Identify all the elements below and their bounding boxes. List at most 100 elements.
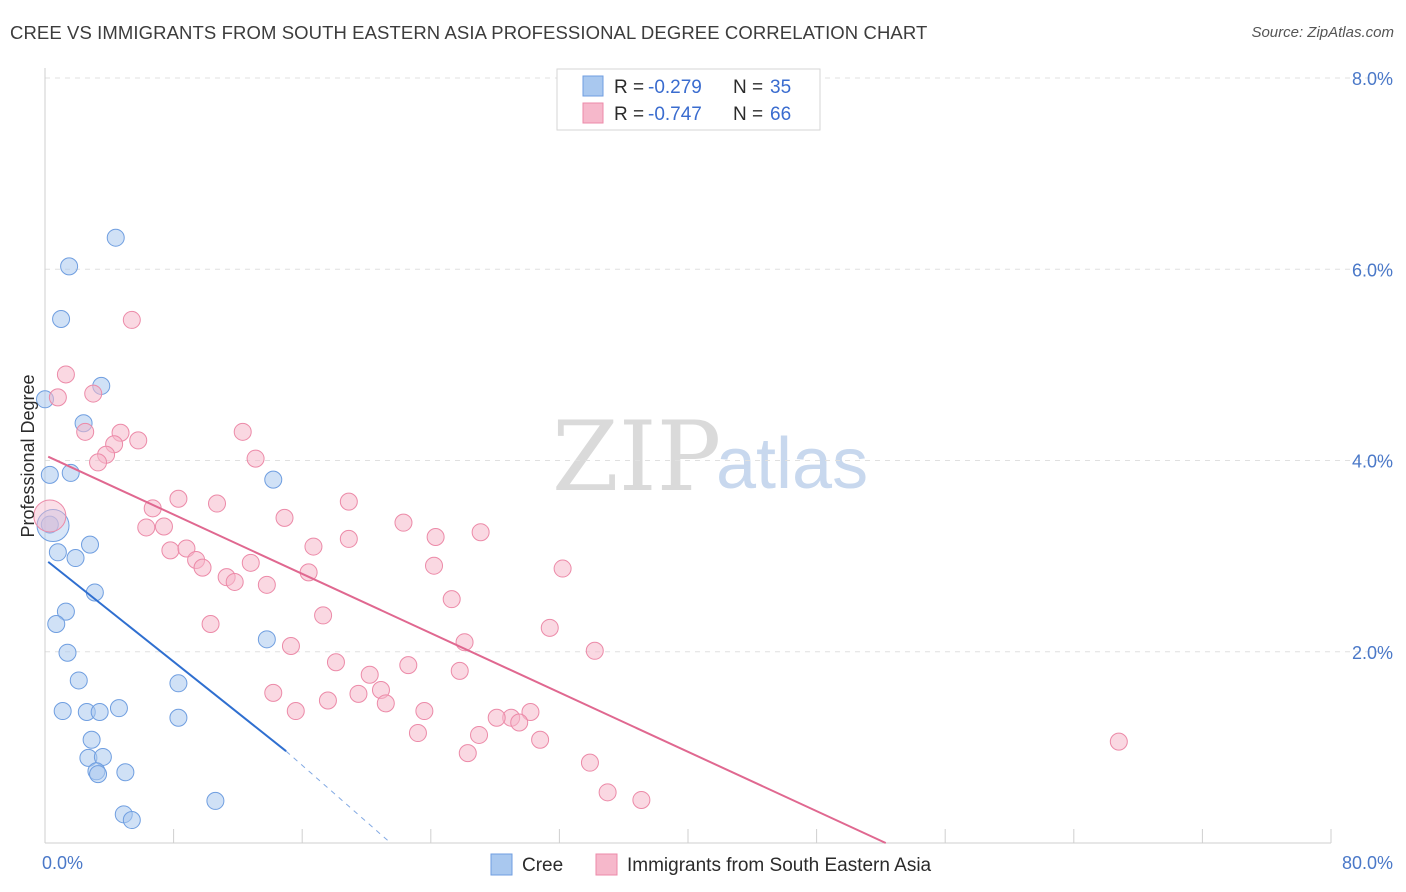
legend-r-label-cree: R = <box>614 77 644 98</box>
legend-swatch-cree <box>582 75 604 97</box>
point-immigrants <box>349 684 368 703</box>
series-legend: Cree Immigrants from South Eastern Asia <box>490 853 932 876</box>
point-immigrants <box>632 790 651 809</box>
point-cree <box>47 615 66 634</box>
bottom-legend-label-immigrants: Immigrants from South Eastern Asia <box>627 855 932 876</box>
trend-lines <box>47 455 887 844</box>
source-label: Source: ZipAtlas.com <box>1251 24 1394 41</box>
point-immigrants <box>76 422 95 441</box>
point-immigrants <box>122 310 141 329</box>
trend-extension-cree <box>285 750 391 844</box>
point-immigrants <box>376 694 395 713</box>
point-immigrants <box>408 724 427 743</box>
correlation-legend: R = -0.279 N = 35 R = -0.747 N = 66 <box>556 68 821 131</box>
point-immigrants <box>585 641 604 660</box>
point-immigrants <box>169 489 188 508</box>
point-cree <box>169 708 188 727</box>
point-cree <box>116 763 135 782</box>
point-immigrants <box>360 665 379 684</box>
point-cree <box>206 791 225 810</box>
point-immigrants <box>426 528 445 546</box>
point-cree <box>122 811 141 830</box>
bottom-legend-label-cree: Cree <box>522 855 563 876</box>
point-immigrants <box>339 529 358 548</box>
point-immigrants <box>84 384 103 403</box>
point-cree <box>60 257 79 276</box>
point-immigrants <box>540 618 559 637</box>
point-immigrants <box>450 661 469 680</box>
point-immigrants <box>531 730 550 749</box>
y-tick-label: 2.0% <box>1352 643 1393 663</box>
point-immigrants <box>161 541 180 560</box>
y-axis-label: Professional Degree <box>18 374 38 537</box>
point-cree <box>53 702 72 721</box>
legend-n-label-cree: N = <box>733 77 763 98</box>
y-tick-label: 6.0% <box>1352 260 1393 280</box>
point-immigrants <box>314 606 333 625</box>
point-immigrants <box>233 422 252 441</box>
point-immigrants <box>89 453 108 472</box>
point-immigrants <box>129 431 148 450</box>
point-cree <box>257 630 276 649</box>
axes <box>44 68 1332 844</box>
point-immigrants <box>257 575 276 594</box>
point-immigrants <box>208 494 227 513</box>
point-immigrants <box>458 744 477 763</box>
x-tick-label-max: 80.0% <box>1342 853 1393 873</box>
point-immigrants <box>154 517 173 536</box>
point-immigrants <box>304 537 323 556</box>
point-immigrants <box>1109 732 1128 751</box>
point-immigrants <box>598 783 617 802</box>
point-cree <box>66 549 85 568</box>
legend-n-value-immigrants: 66 <box>770 104 791 125</box>
point-immigrants <box>281 637 300 656</box>
legend-r-label-immigrants: R = <box>614 104 644 125</box>
watermark-zip: ZIP <box>552 401 721 513</box>
point-immigrants <box>510 713 529 732</box>
point-cree <box>40 515 59 534</box>
point-immigrants <box>225 572 244 591</box>
point-immigrants <box>521 702 540 721</box>
point-cree <box>56 602 75 621</box>
point-immigrants <box>137 518 156 537</box>
point-immigrants <box>553 559 572 578</box>
point-immigrants <box>399 656 418 675</box>
point-immigrants <box>471 523 490 542</box>
legend-swatch-immigrants <box>582 102 604 124</box>
point-immigrants <box>48 388 67 407</box>
point-cree <box>90 702 109 721</box>
y-tick-label: 4.0% <box>1352 452 1393 472</box>
point-immigrants <box>394 513 413 532</box>
point-cree <box>52 309 71 328</box>
data-points <box>33 228 1128 830</box>
point-immigrants <box>580 753 599 772</box>
grid-lines <box>45 77 1392 653</box>
legend-r-value-immigrants: -0.747 <box>648 104 702 125</box>
trend-line-cree <box>47 561 287 752</box>
point-immigrants <box>264 683 283 702</box>
point-immigrants <box>326 653 345 672</box>
x-tick-label-min: 0.0% <box>42 853 83 873</box>
point-immigrants <box>339 492 358 511</box>
point-immigrants <box>415 702 434 721</box>
point-cree <box>82 730 101 749</box>
point-immigrants <box>470 725 489 744</box>
y-tick-label: 8.0% <box>1352 69 1393 89</box>
bottom-legend-swatch-immigrants <box>595 853 618 876</box>
point-immigrants <box>425 556 444 575</box>
point-immigrants <box>193 558 212 577</box>
point-immigrants <box>487 708 506 727</box>
point-immigrants <box>442 590 461 609</box>
point-immigrants <box>246 449 265 468</box>
legend-n-label-immigrants: N = <box>733 104 763 125</box>
point-cree <box>40 465 59 484</box>
trend-line-immigrants <box>47 455 887 844</box>
point-immigrants <box>33 499 67 533</box>
point-immigrants <box>177 539 196 558</box>
point-cree <box>106 228 125 247</box>
point-immigrants <box>241 553 260 572</box>
point-immigrants <box>275 508 294 527</box>
bottom-legend-swatch-cree <box>490 853 513 876</box>
tick-labels: 2.0% 4.0% 6.0% 8.0% 0.0% 80.0% <box>42 69 1393 873</box>
